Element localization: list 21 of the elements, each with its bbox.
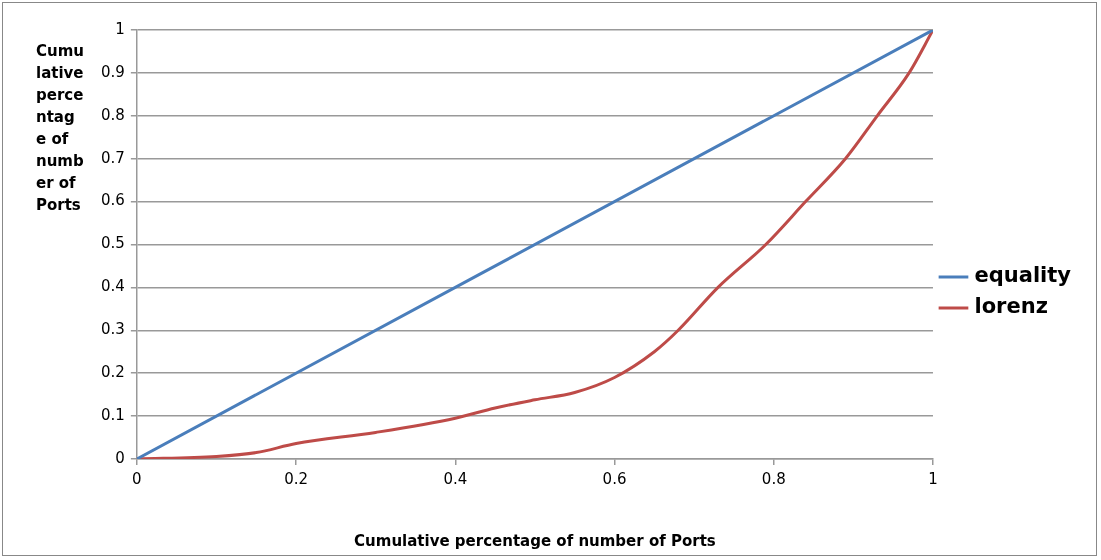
y-axis-title: Cumulative percentage of number of Ports	[36, 41, 84, 216]
x-tick-label: 0.4	[443, 469, 468, 488]
x-tick-label: 0.8	[761, 469, 786, 488]
y-tick-label: 1	[115, 19, 125, 38]
x-tick-label: 0.2	[284, 469, 309, 488]
y-tick-label: 0.9	[101, 62, 125, 81]
y-tick-label: 0.1	[101, 405, 125, 424]
y-tick-label: 0.3	[101, 320, 125, 339]
y-tick-label: 0.6	[101, 191, 125, 210]
y-tick-label: 0.4	[101, 277, 125, 296]
y-tick-label: 0.7	[101, 148, 125, 167]
legend-label: lorenz	[974, 294, 1048, 319]
y-tick-label: 0	[115, 448, 125, 467]
x-tick-label: 1	[928, 469, 938, 488]
y-tick-label: 0.2	[101, 363, 125, 382]
x-tick-label: 0.6	[602, 469, 627, 488]
x-tick-label: 0	[132, 469, 142, 488]
legend-label: equality	[974, 263, 1072, 288]
y-tick-label: 0.8	[101, 105, 125, 124]
y-tick-label: 0.5	[101, 234, 125, 253]
x-axis-title: Cumulative percentage of number of Ports	[354, 531, 716, 550]
